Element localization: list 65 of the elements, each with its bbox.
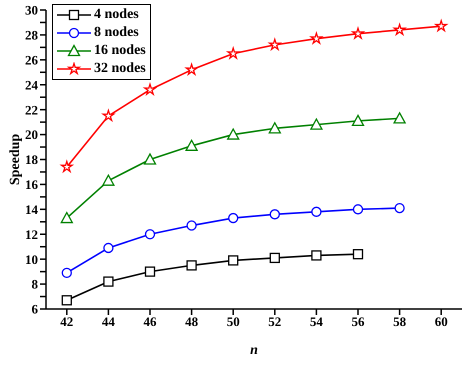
- point: [352, 204, 364, 214]
- point: [103, 242, 114, 254]
- point: [268, 122, 281, 134]
- point: [186, 260, 197, 271]
- point: [270, 209, 280, 220]
- x-tick-label: 44: [102, 314, 116, 330]
- point: [60, 160, 73, 172]
- point: [268, 38, 281, 50]
- legend-label: 8 nodes: [94, 25, 139, 41]
- x-tick-label: 50: [226, 314, 240, 330]
- x-axis-title: n: [250, 343, 258, 358]
- y-tick-label: 30: [25, 2, 38, 18]
- y-tick-label: 16: [25, 177, 38, 192]
- point: [228, 212, 238, 224]
- point: [352, 28, 364, 39]
- point: [310, 118, 323, 130]
- x-tick-label: 58: [393, 314, 407, 330]
- point: [311, 206, 322, 217]
- x-tick-label: 52: [268, 314, 282, 330]
- point: [144, 266, 156, 277]
- point: [144, 229, 156, 240]
- x-tick-label: 46: [144, 314, 157, 330]
- y-tick-label: 26: [25, 52, 38, 68]
- point: [352, 249, 364, 260]
- y-tick-label: 28: [25, 28, 38, 43]
- point: [227, 47, 240, 59]
- legend-label: 4 nodes: [94, 7, 139, 23]
- y-tick-label: 12: [25, 226, 38, 242]
- point: [103, 276, 114, 287]
- y-tick-label: 6: [32, 302, 38, 317]
- point: [435, 20, 448, 32]
- y-tick-label: 24: [25, 77, 38, 92]
- x-tick-label: 56: [352, 314, 365, 330]
- y-tick-label: 18: [25, 152, 38, 168]
- y-tick-label: 8: [32, 276, 38, 292]
- point: [394, 202, 405, 214]
- point: [102, 110, 114, 121]
- point: [310, 32, 322, 44]
- point: [60, 212, 73, 224]
- point: [186, 64, 198, 75]
- x-tick-label: 54: [310, 314, 324, 330]
- legend-label: 32 nodes: [94, 61, 146, 77]
- y-tick-label: 10: [25, 252, 38, 267]
- y-tick-label: 14: [25, 202, 38, 217]
- y-tick-label: 22: [25, 102, 38, 118]
- point: [227, 128, 240, 140]
- point: [144, 153, 156, 165]
- x-tick-label: 42: [60, 314, 74, 330]
- x-tick-label: 60: [434, 314, 448, 330]
- point: [62, 295, 72, 306]
- y-tick-label: 20: [25, 127, 38, 142]
- point: [393, 112, 406, 124]
- point: [270, 252, 280, 264]
- point: [185, 140, 198, 151]
- point: [228, 255, 238, 266]
- point: [102, 174, 115, 186]
- point: [144, 84, 156, 95]
- point: [62, 268, 72, 278]
- point: [186, 220, 197, 231]
- x-tick-label: 48: [185, 314, 199, 330]
- point: [394, 24, 406, 36]
- legend-label: 16 nodes: [94, 43, 146, 59]
- point: [352, 114, 364, 126]
- point: [311, 250, 322, 261]
- y-axis-title: Speedup: [8, 134, 23, 186]
